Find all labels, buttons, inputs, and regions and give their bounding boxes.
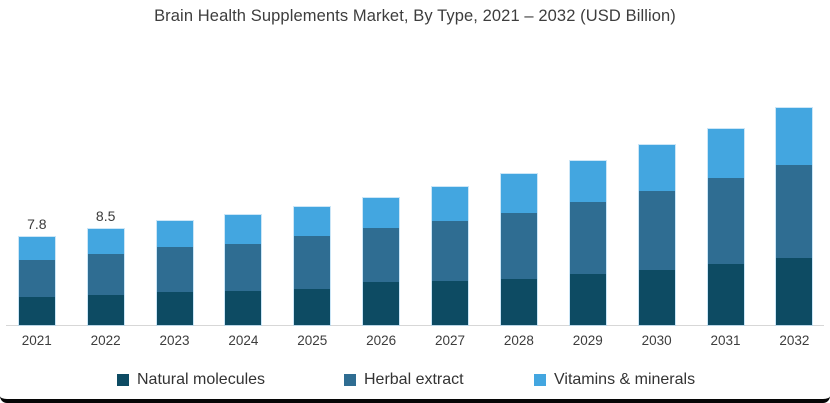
bar-stack-2031 <box>707 128 744 325</box>
bar-2022-segment-herbal-extract <box>87 253 124 295</box>
legend-label: Natural molecules <box>137 371 266 388</box>
bar-2029-segment-herbal-extract <box>569 202 606 275</box>
bar-2026 <box>363 197 400 325</box>
x-axis-label-2029: 2029 <box>572 333 603 348</box>
x-axis-label-2021: 2021 <box>21 333 52 348</box>
bar-2024-segment-natural-molecules <box>225 291 262 325</box>
value-label-2022: 8.5 <box>95 208 116 225</box>
bar-2030-segment-vitamins-minerals <box>638 144 675 191</box>
bar-2021-segment-natural-molecules <box>18 296 55 325</box>
bar-2032-segment-natural-molecules <box>776 258 813 325</box>
bar-2025-segment-herbal-extract <box>294 235 331 289</box>
bar-2024 <box>225 214 262 325</box>
bar-2028-segment-natural-molecules <box>500 278 537 325</box>
bar-2024-segment-herbal-extract <box>225 243 262 292</box>
bar-2031-segment-herbal-extract <box>707 178 744 265</box>
bar-2026-segment-natural-molecules <box>363 282 400 325</box>
x-axis-label-2024: 2024 <box>228 333 259 348</box>
bar-2027 <box>432 187 469 325</box>
bar-2021: 7.8 <box>18 216 55 325</box>
bar-stack-2022 <box>87 229 124 325</box>
bar-stack-2028 <box>500 173 537 325</box>
legend-label: Vitamins & minerals <box>554 371 696 388</box>
bar-2026-segment-herbal-extract <box>363 228 400 283</box>
bar-2030 <box>638 144 675 325</box>
bar-2028-segment-herbal-extract <box>500 213 537 279</box>
plot-area: 7.8 8.5 <box>0 85 830 326</box>
bar-stack-2023 <box>156 221 193 325</box>
legend-item-vitamins-minerals: Vitamins & minerals <box>534 371 695 389</box>
bar-2032-segment-vitamins-minerals <box>776 108 813 165</box>
bar-2031 <box>707 128 744 325</box>
bar-stack-2027 <box>432 187 469 325</box>
bar-2025-segment-natural-molecules <box>294 288 331 325</box>
bar-2032 <box>776 108 813 325</box>
x-axis-labels: 2021 2022 2023 2024 2025 2026 2027 2028 2029 2030… <box>0 333 830 351</box>
bar-2031-segment-natural-molecules <box>707 264 744 325</box>
bar-2028-segment-vitamins-minerals <box>500 173 537 214</box>
legend-item-natural-molecules: Natural molecules <box>117 371 265 389</box>
x-axis-label-2031: 2031 <box>710 333 741 348</box>
x-axis-label-2030: 2030 <box>641 333 672 348</box>
herbal-extract-swatch-icon <box>344 374 356 386</box>
bar-2023-segment-natural-molecules <box>156 292 193 325</box>
bar-2027-segment-natural-molecules <box>432 281 469 325</box>
bar-stack-2030 <box>638 144 675 325</box>
bar-2027-segment-herbal-extract <box>432 221 469 281</box>
legend: Natural molecules Herbal extract Vitamin… <box>0 371 830 393</box>
bar-2029-segment-natural-molecules <box>569 274 606 325</box>
legend-item-herbal-extract: Herbal extract <box>344 371 464 389</box>
bar-stack-2024 <box>225 214 262 325</box>
bar-2032-segment-herbal-extract <box>776 164 813 259</box>
x-axis-label-2023: 2023 <box>159 333 190 348</box>
bar-stack-2032 <box>776 108 813 325</box>
legend-label: Herbal extract <box>364 371 464 388</box>
bar-2023-segment-vitamins-minerals <box>156 221 193 248</box>
x-axis-line <box>6 325 824 326</box>
value-label-2021: 7.8 <box>27 216 47 233</box>
bar-stack-2025 <box>294 206 331 325</box>
bar-2025-segment-vitamins-minerals <box>294 206 331 236</box>
bar-stack-2029 <box>569 161 606 325</box>
bar-2021-segment-herbal-extract <box>18 259 55 297</box>
x-axis-label-2022: 2022 <box>90 333 121 348</box>
bar-2030-segment-herbal-extract <box>638 190 675 270</box>
bar-2030-segment-natural-molecules <box>638 269 675 325</box>
bar-2022-segment-natural-molecules <box>87 294 124 325</box>
x-axis-label-2027: 2027 <box>434 333 466 348</box>
bar-2025 <box>294 206 331 325</box>
bar-2023 <box>156 221 193 325</box>
natural-molecules-swatch-icon <box>117 374 129 386</box>
bar-2023-segment-herbal-extract <box>156 247 193 293</box>
bar-2027-segment-vitamins-minerals <box>432 187 469 222</box>
bar-2029 <box>569 161 606 325</box>
bar-2028 <box>500 173 537 325</box>
x-axis-label-2028: 2028 <box>503 333 534 348</box>
x-axis-label-2025: 2025 <box>297 333 328 348</box>
x-axis-label-2026: 2026 <box>366 333 397 348</box>
vitamins-minerals-swatch-icon <box>534 374 546 386</box>
bar-2022: 8.5 <box>87 208 124 325</box>
bar-stack-2021 <box>18 237 55 325</box>
chart-title: Brain Health Supplements Market, By Type… <box>154 7 676 25</box>
bar-2026-segment-vitamins-minerals <box>363 197 400 229</box>
bar-2029-segment-vitamins-minerals <box>569 161 606 203</box>
bar-2024-segment-vitamins-minerals <box>225 214 262 244</box>
bar-2022-segment-vitamins-minerals <box>87 229 124 254</box>
bar-stack-2026 <box>363 197 400 325</box>
bar-2031-segment-vitamins-minerals <box>707 128 744 179</box>
bar-2021-segment-vitamins-minerals <box>18 237 55 260</box>
x-axis-label-2032: 2032 <box>779 333 810 348</box>
